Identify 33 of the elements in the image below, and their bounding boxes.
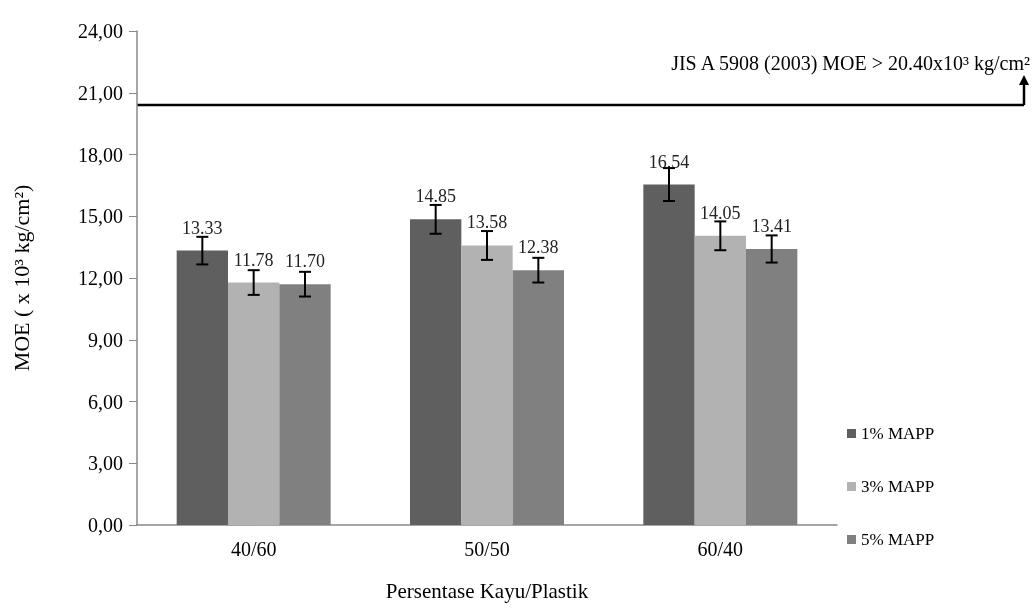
- bar: [694, 235, 746, 525]
- x-tick-label: 60/40: [697, 538, 744, 560]
- x-axis-title: Persentase Kayu/Plastik: [385, 578, 589, 603]
- ref-line-label: JIS A 5908 (2003) MOE > 20.40x10³ kg/cm²: [671, 52, 1030, 76]
- data-label: 13.58: [466, 212, 508, 233]
- x-tick-label: 40/60: [230, 538, 277, 560]
- bar: [461, 245, 513, 525]
- bar: [176, 250, 228, 525]
- y-tick-label: 0,00: [88, 514, 123, 536]
- data-label: 11.78: [233, 249, 274, 270]
- y-tick-label: 24,00: [78, 20, 123, 42]
- legend-label: 1% MAPP: [861, 424, 935, 443]
- data-label: 13.41: [751, 215, 792, 236]
- y-axis-title: MOE ( x 10³ kg/cm²): [8, 184, 34, 372]
- y-tick-label: 9,00: [88, 328, 123, 351]
- data-label: 13.33: [182, 217, 223, 238]
- data-label: 14.85: [415, 186, 456, 207]
- data-label: 12.38: [518, 237, 559, 258]
- y-tick-label: 15,00: [78, 205, 123, 228]
- data-label: 14.05: [700, 202, 741, 223]
- bar: [643, 184, 695, 525]
- bar: [410, 219, 462, 525]
- legend-label: 5% MAPP: [861, 530, 935, 549]
- legend-label: 3% MAPP: [861, 477, 935, 496]
- data-label: 11.70: [285, 251, 325, 272]
- y-tick-label: 18,00: [78, 143, 123, 166]
- y-tick-label: 6,00: [88, 390, 123, 413]
- y-tick-label: 12,00: [78, 267, 123, 289]
- bar: [228, 282, 280, 525]
- y-tick-label: 21,00: [78, 81, 123, 104]
- data-label: 16.54: [648, 151, 690, 172]
- x-tick-label: 50/50: [464, 538, 510, 560]
- y-tick-label: 3,00: [88, 452, 123, 475]
